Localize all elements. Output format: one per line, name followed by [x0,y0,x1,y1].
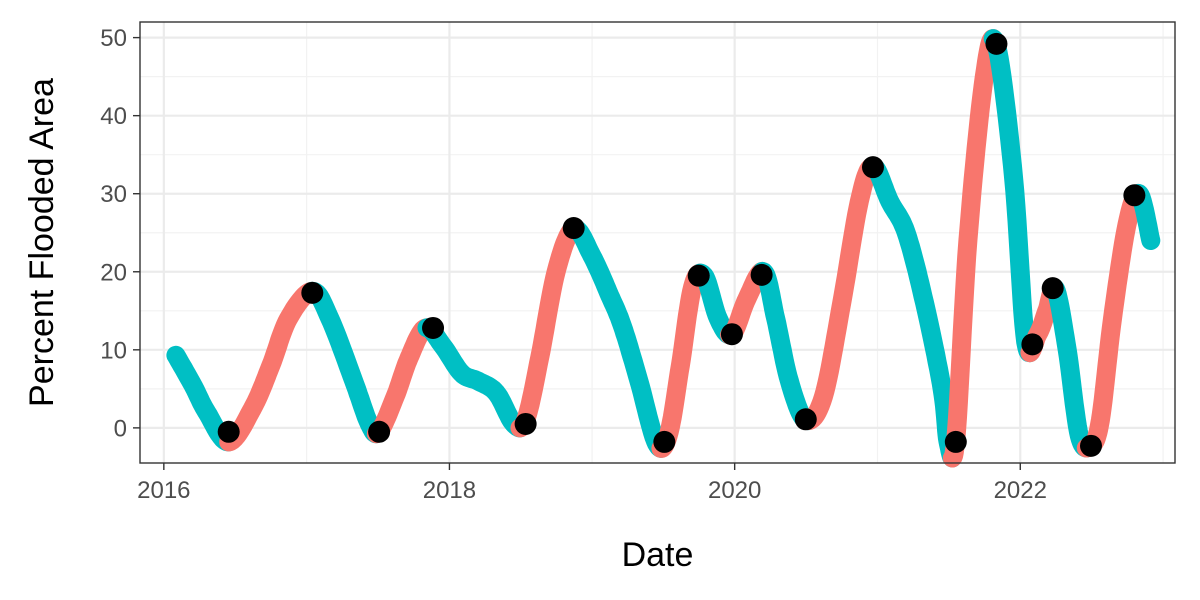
x-tick-label: 2018 [423,477,476,504]
data-point [944,430,967,453]
y-tick-label: 50 [100,25,127,52]
data-point [368,420,391,443]
rising-segment [942,29,1003,468]
data-point [720,323,743,346]
falling-segment [863,156,962,468]
y-tick-label: 20 [100,259,127,286]
y-axis-title: Percent Flooded Area [23,78,61,407]
data-point [422,316,445,339]
data-points [217,32,1146,457]
rising-segment [1076,183,1148,458]
data-point [1079,434,1102,457]
falling-segment [302,281,386,444]
falling-segment [166,345,239,452]
x-tick-label: 2020 [708,477,761,504]
falling-segment [565,219,671,458]
data-point [514,412,537,435]
data-point [750,263,773,286]
y-tick-label: 30 [100,181,127,208]
falling-segment [1044,278,1096,458]
x-tick-label: 2022 [994,477,1047,504]
axis-ticks: 2016 2018 2020 2022 0 10 20 30 40 50 [100,25,1047,504]
plot-frame [139,21,1176,464]
data-point [562,217,585,240]
rising-segment [651,263,710,458]
data-point [653,430,676,453]
data-point [301,281,324,304]
x-axis-title: Date [622,536,694,574]
rising-segment [799,156,883,431]
data-point [985,32,1008,55]
x-tick-label: 2016 [137,477,190,504]
data-point [1123,184,1146,207]
data-point [217,420,240,443]
series-curve [166,29,1161,468]
rising-segment [219,281,322,452]
y-tick-label: 10 [100,337,127,364]
falling-segment [752,261,819,431]
data-point [687,264,710,287]
data-point [1041,277,1064,300]
data-point [861,156,884,179]
falling-segment [417,318,530,438]
rising-segment [510,219,585,438]
rising-segment [366,318,437,444]
data-point [794,408,817,431]
data-point [1021,333,1044,356]
y-tick-label: 40 [100,103,127,130]
y-tick-label: 0 [114,415,127,442]
falling-segment [983,29,1040,363]
